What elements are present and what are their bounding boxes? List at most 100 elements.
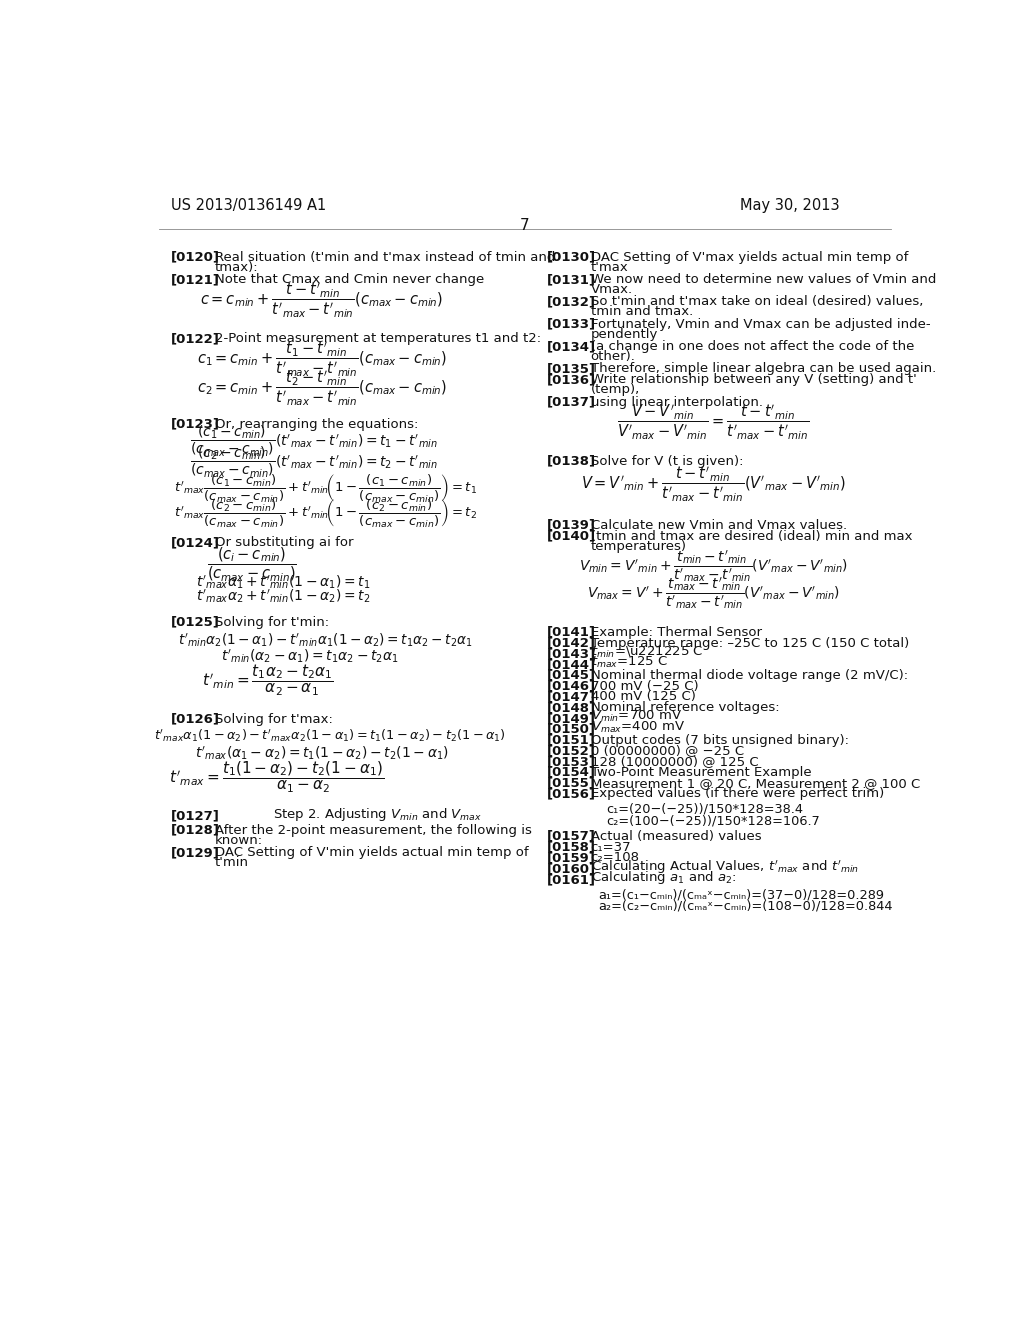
Text: May 30, 2013: May 30, 2013 [740, 198, 840, 214]
Text: $\dfrac{(c_2 - c_{min})}{(c_{max} - c_{min})}(t'_{max} - t'_{min}) = t_2 - t'_{m: $\dfrac{(c_2 - c_{min})}{(c_{max} - c_{m… [190, 445, 438, 480]
Text: $c = c_{min} + \dfrac{t - t'_{min}}{t'_{max} - t'_{min}}(c_{max} - c_{min})$: $c = c_{min} + \dfrac{t - t'_{min}}{t'_{… [200, 281, 443, 319]
Text: Solve for V (t is given):: Solve for V (t is given): [591, 455, 743, 467]
Text: [0122]: [0122] [171, 333, 219, 346]
Text: [0127]: [0127] [171, 810, 219, 822]
Text: Therefore, simple linear algebra can be used again.: Therefore, simple linear algebra can be … [591, 363, 936, 375]
Text: [0155]: [0155] [547, 776, 595, 789]
Text: $V_{min} = V'_{min} + \dfrac{t_{min} - t'_{min}}{t'_{max} - t'_{min}}(V'_{max} -: $V_{min} = V'_{min} + \dfrac{t_{min} - t… [579, 549, 848, 585]
Text: $t'_{max}\dfrac{(c_1 - c_{min})}{(c_{max} - c_{min})} + t'_{min}\!\left(1 - \dfr: $t'_{max}\dfrac{(c_1 - c_{min})}{(c_{max… [174, 473, 477, 504]
Text: Write relationship between any V (setting) and t': Write relationship between any V (settin… [591, 374, 916, 387]
Text: [0138]: [0138] [547, 455, 596, 467]
Text: $\dfrac{(c_1 - c_{min})}{(c_{max} - c_{min})}(t'_{max} - t'_{min}) = t_1 - t'_{m: $\dfrac{(c_1 - c_{min})}{(c_{max} - c_{m… [190, 424, 438, 458]
Text: [0121]: [0121] [171, 273, 219, 286]
Text: Note that Cmax and Cmin never change: Note that Cmax and Cmin never change [215, 273, 484, 286]
Text: [0140]: [0140] [547, 529, 596, 543]
Text: Step 2. Adjusting $V_{min}$ and $V_{max}$: Step 2. Adjusting $V_{min}$ and $V_{max}… [273, 807, 482, 822]
Text: [0126]: [0126] [171, 713, 219, 726]
Text: [0128]: [0128] [171, 824, 219, 837]
Text: Real situation (t'min and t'max instead of tmin and: Real situation (t'min and t'max instead … [215, 251, 555, 264]
Text: $t'_{max} = \dfrac{t_1(1-\alpha_2) - t_2(1-\alpha_1)}{\alpha_1 - \alpha_2}$: $t'_{max} = \dfrac{t_1(1-\alpha_2) - t_2… [169, 760, 385, 795]
Text: Nominal thermal diode voltage range (2 mV/C):: Nominal thermal diode voltage range (2 m… [591, 669, 908, 682]
Text: Or, rearranging the equations:: Or, rearranging the equations: [215, 418, 418, 430]
Text: tmax):: tmax): [215, 261, 258, 273]
Text: [0124]: [0124] [171, 536, 219, 549]
Text: [0141]: [0141] [547, 626, 596, 639]
Text: DAC Setting of V'min yields actual min temp of: DAC Setting of V'min yields actual min t… [215, 846, 528, 859]
Text: tmin and tmax.: tmin and tmax. [591, 305, 693, 318]
Text: Vmax.: Vmax. [591, 284, 633, 296]
Text: Actual (measured) values: Actual (measured) values [591, 830, 761, 843]
Text: [0152]: [0152] [547, 744, 595, 758]
Text: using linear interpolation.: using linear interpolation. [591, 396, 763, 409]
Text: [0146]: [0146] [547, 680, 596, 693]
Text: pendently: pendently [591, 327, 658, 341]
Text: known:: known: [215, 834, 263, 846]
Text: [0137]: [0137] [547, 396, 596, 409]
Text: [0159]: [0159] [547, 851, 595, 865]
Text: [0157]: [0157] [547, 830, 595, 843]
Text: Measurement 1 @ 20 C, Measurement 2 @ 100 C: Measurement 1 @ 20 C, Measurement 2 @ 10… [591, 776, 920, 789]
Text: So t'min and t'max take on ideal (desired) values,: So t'min and t'max take on ideal (desire… [591, 296, 923, 309]
Text: We now need to determine new values of Vmin and: We now need to determine new values of V… [591, 273, 936, 286]
Text: [0145]: [0145] [547, 669, 596, 682]
Text: [0132]: [0132] [547, 296, 596, 309]
Text: $t'_{max}\dfrac{(c_2 - c_{min})}{(c_{max} - c_{min})} + t'_{min}\!\left(1 - \dfr: $t'_{max}\dfrac{(c_2 - c_{min})}{(c_{max… [174, 498, 477, 529]
Text: DAC Setting of V'max yields actual min temp of: DAC Setting of V'max yields actual min t… [591, 251, 908, 264]
Text: Example: Thermal Sensor: Example: Thermal Sensor [591, 626, 762, 639]
Text: $t'_{max}\alpha_2 + t'_{min}(1 - \alpha_2) = t_2$: $t'_{max}\alpha_2 + t'_{min}(1 - \alpha_… [196, 587, 370, 606]
Text: [0134]: [0134] [547, 341, 596, 354]
Text: other).: other). [591, 350, 636, 363]
Text: [0151]: [0151] [547, 734, 595, 747]
Text: temperatures): temperatures) [591, 540, 687, 553]
Text: $V_{max} = V' + \dfrac{t_{max} - t'_{min}}{t'_{max} - t'_{min}}(V'_{max} - V'_{m: $V_{max} = V' + \dfrac{t_{max} - t'_{min… [587, 576, 840, 611]
Text: Output codes (7 bits unsigned binary):: Output codes (7 bits unsigned binary): [591, 734, 849, 747]
Text: [0133]: [0133] [547, 318, 596, 331]
Text: 7: 7 [520, 218, 529, 234]
Text: c₁=(20−(−25))/150*128=38.4: c₁=(20−(−25))/150*128=38.4 [606, 803, 803, 816]
Text: [0129]: [0129] [171, 846, 219, 859]
Text: Or substituting ai for: Or substituting ai for [215, 536, 353, 549]
Text: c₂=(100−(−25))/150*128=106.7: c₂=(100−(−25))/150*128=106.7 [606, 814, 820, 828]
Text: Nominal reference voltages:: Nominal reference voltages: [591, 701, 779, 714]
Text: 2-Point measurement at temperatures t1 and t2:: 2-Point measurement at temperatures t1 a… [215, 333, 541, 346]
Text: [0161]: [0161] [547, 873, 596, 886]
Text: [0139]: [0139] [547, 519, 596, 532]
Text: [0156]: [0156] [547, 788, 596, 800]
Text: [0136]: [0136] [547, 374, 596, 387]
Text: 700 mV (−25 C): 700 mV (−25 C) [591, 680, 698, 693]
Text: (a change in one does not affect the code of the: (a change in one does not affect the cod… [591, 341, 914, 354]
Text: US 2013/0136149 A1: US 2013/0136149 A1 [171, 198, 326, 214]
Text: [0150]: [0150] [547, 723, 596, 735]
Text: Solving for t'max:: Solving for t'max: [215, 713, 333, 726]
Text: [0147]: [0147] [547, 690, 596, 704]
Text: $t_{min}$=\u221225 C: $t_{min}$=\u221225 C [591, 644, 703, 660]
Text: [0130]: [0130] [547, 251, 596, 264]
Text: 400 mV (125 C): 400 mV (125 C) [591, 690, 695, 704]
Text: [0160]: [0160] [547, 862, 596, 875]
Text: [0154]: [0154] [547, 766, 596, 779]
Text: [0144]: [0144] [547, 659, 596, 671]
Text: Solving for t'min:: Solving for t'min: [215, 615, 329, 628]
Text: c₁=37: c₁=37 [591, 841, 632, 854]
Text: $t'_{min}(\alpha_2 - \alpha_1) = t_1\alpha_2 - t_2\alpha_1$: $t'_{min}(\alpha_2 - \alpha_1) = t_1\alp… [221, 647, 399, 665]
Text: $\dfrac{V - V'_{min}}{V'_{max} - V'_{min}} = \dfrac{t - t'_{min}}{t'_{max} - t'_: $\dfrac{V - V'_{min}}{V'_{max} - V'_{min… [616, 403, 809, 442]
Text: Expected values (if there were perfect trim): Expected values (if there were perfect t… [591, 788, 884, 800]
Text: Calculating $a_1$ and $a_2$:: Calculating $a_1$ and $a_2$: [591, 869, 736, 886]
Text: [0131]: [0131] [547, 273, 596, 286]
Text: [0123]: [0123] [171, 418, 219, 430]
Text: [0149]: [0149] [547, 711, 596, 725]
Text: c₂=108: c₂=108 [591, 851, 640, 865]
Text: $t'_{min}\alpha_2(1-\alpha_1) - t'_{min}\alpha_1(1-\alpha_2) = t_1\alpha_2 - t_2: $t'_{min}\alpha_2(1-\alpha_1) - t'_{min}… [178, 632, 473, 649]
Text: Fortunately, Vmin and Vmax can be adjusted inde-: Fortunately, Vmin and Vmax can be adjust… [591, 318, 930, 331]
Text: [0125]: [0125] [171, 615, 219, 628]
Text: [0135]: [0135] [547, 363, 596, 375]
Text: [0148]: [0148] [547, 701, 596, 714]
Text: $t_{max}$=125 C: $t_{max}$=125 C [591, 655, 668, 671]
Text: Temperature range: –25C to 125 C (150 C total): Temperature range: –25C to 125 C (150 C … [591, 636, 909, 649]
Text: [0120]: [0120] [171, 251, 219, 264]
Text: After the 2-point measurement, the following is: After the 2-point measurement, the follo… [215, 824, 531, 837]
Text: $V_{min}$=700 mV: $V_{min}$=700 mV [591, 709, 682, 725]
Text: Calculate new Vmin and Vmax values.: Calculate new Vmin and Vmax values. [591, 519, 847, 532]
Text: a₂=(c₂−cₘᵢₙ)/(cₘₐˣ−cₘᵢₙ)=(108−0)/128=0.844: a₂=(c₂−cₘᵢₙ)/(cₘₐˣ−cₘᵢₙ)=(108−0)/128=0.8… [598, 900, 893, 913]
Text: [0143]: [0143] [547, 647, 596, 660]
